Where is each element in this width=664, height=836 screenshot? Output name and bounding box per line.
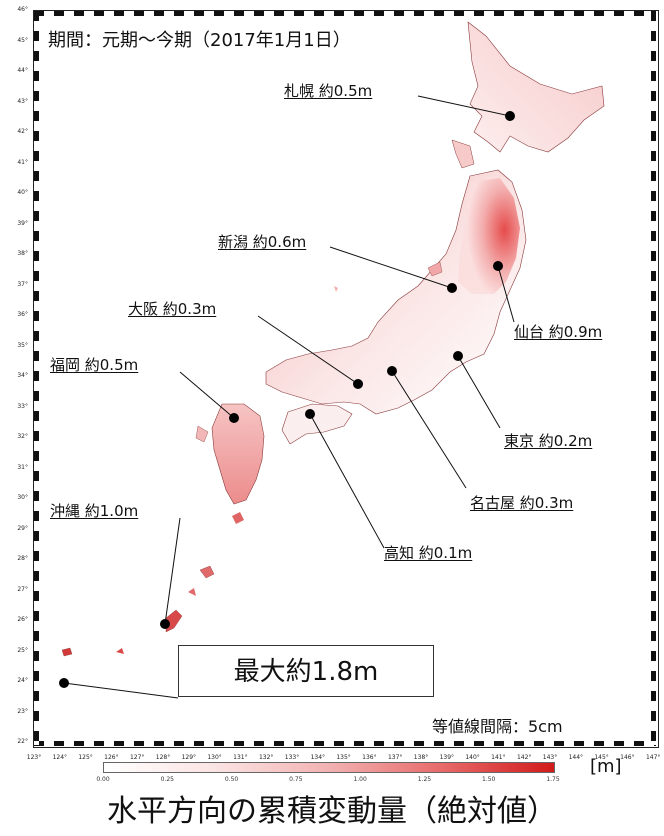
longitude-label: 123°: [26, 754, 42, 761]
label-osaka: 大阪 約0.3m: [128, 300, 217, 318]
sapporo-marker: [505, 111, 515, 121]
unit-label: [m]: [590, 756, 622, 777]
longitude-label: 136°: [362, 754, 377, 761]
label-sendai: 仙台 約0.9m: [514, 323, 603, 341]
latitude-label: 28°: [17, 555, 28, 562]
latitude-label: 45°: [17, 36, 28, 44]
latitude-label: 29°: [17, 524, 28, 532]
max-location-marker: [59, 678, 69, 688]
latitude-label: 37°: [17, 280, 28, 288]
longitude-label: 145°: [594, 754, 609, 761]
period-label: 期間：元期〜今期（2017年1月1日）: [48, 30, 351, 51]
longitude-label: 127°: [129, 754, 145, 761]
bottom-tick-bar: [34, 741, 656, 746]
longitude-label: 140°: [465, 754, 480, 761]
label-kochi: 高知 約0.1m: [384, 544, 473, 562]
max-value-box: 最大約1.8m: [178, 645, 434, 697]
colorbar-tick-label: 1.25: [417, 776, 432, 783]
latitude-label: 40°: [17, 189, 28, 196]
shikoku-landmass: [281, 403, 353, 445]
kyushu-landmass: [211, 403, 265, 505]
longitude-label: 132°: [258, 754, 274, 761]
latitude-label: 26°: [17, 616, 28, 623]
longitude-label: 135°: [336, 754, 351, 761]
longitude-label: 131°: [233, 754, 248, 761]
longitude-label: 128°: [155, 754, 171, 761]
label-nagoya: 名古屋 約0.3m: [470, 494, 574, 512]
longitude-label: 129°: [181, 754, 197, 761]
longitude-label: 142°: [516, 754, 532, 761]
map-caption: 水平方向の累積変動量（絶対値）: [107, 794, 557, 829]
longitude-label: 141°: [491, 754, 506, 761]
longitude-label: 144°: [568, 754, 584, 761]
longitude-label: 147°: [645, 754, 661, 761]
fukuoka-marker: [229, 413, 239, 423]
latitude-label: 46°: [17, 6, 28, 13]
label-fukuoka: 福岡 約0.5m: [50, 356, 139, 374]
hokkaido-landmass: [467, 21, 605, 153]
left-tick-bar: [34, 11, 39, 745]
latitude-label: 30°: [17, 494, 28, 501]
colorbar-tick-label: 1.00: [353, 776, 367, 783]
longitude-label: 133°: [284, 754, 300, 761]
latitude-label: 25°: [17, 646, 28, 654]
leader-lines: [63, 95, 515, 699]
colorbar-tick-label: 0.75: [289, 776, 303, 783]
colorbar-tick-label: 1.50: [482, 776, 496, 783]
latitude-label: 44°: [17, 67, 28, 74]
latitude-label: 33°: [17, 402, 28, 410]
displacement-map: [59, 21, 605, 699]
label-okinawa: 沖縄 約1.0m: [50, 502, 139, 520]
colorbar-tick-label: 0.50: [224, 776, 239, 783]
contour-interval-label: 等値線間隔：5cm: [432, 717, 563, 736]
latitude-label: 36°: [17, 311, 28, 318]
label-tokyo: 東京 約0.2m: [504, 432, 593, 450]
kochi-marker: [305, 409, 315, 419]
latitude-label: 22°: [17, 738, 28, 745]
okinawa-island: [165, 609, 183, 633]
label-sapporo: 札幌 約0.5m: [284, 82, 373, 100]
city-markers: [59, 111, 515, 688]
latitude-label: 23°: [17, 707, 28, 715]
longitude-label: 138°: [413, 754, 429, 761]
latitude-label: 24°: [17, 677, 28, 684]
colorbar-tick-label: 0.00: [96, 776, 110, 783]
latitude-label: 39°: [17, 219, 28, 227]
colorbar: [103, 762, 555, 773]
longitude-label: 134°: [310, 754, 326, 761]
longitude-label: 137°: [387, 754, 403, 761]
longitude-label: 146°: [620, 754, 635, 761]
okinawa-marker: [160, 619, 170, 629]
niigata-marker: [447, 283, 457, 293]
latitude-label: 34°: [17, 372, 28, 379]
longitude-label: 124°: [52, 754, 68, 761]
colorbar-tick-label: 0.25: [160, 776, 174, 783]
latitude-label: 32°: [17, 433, 28, 440]
latitude-label: 43°: [17, 97, 28, 105]
longitude-label: 139°: [439, 754, 455, 761]
osaka-marker: [353, 379, 363, 389]
top-tick-bar: [34, 11, 656, 16]
colorbar-tick-label: 1.75: [546, 776, 560, 783]
label-niigata: 新潟 約0.6m: [218, 233, 307, 251]
latitude-label: 27°: [17, 585, 28, 593]
longitude-label: 143°: [542, 754, 558, 761]
longitude-label: 125°: [78, 754, 93, 761]
tokyo-marker: [453, 351, 463, 361]
right-tick-bar: [651, 11, 656, 745]
latitude-label: 38°: [17, 250, 28, 257]
sendai-marker: [493, 261, 503, 271]
latitude-label: 42°: [17, 128, 28, 135]
nagoya-marker: [387, 366, 397, 376]
longitude-label: 130°: [207, 754, 222, 761]
longitude-label: 126°: [104, 754, 119, 761]
latitude-label: 35°: [17, 341, 28, 349]
latitude-label: 41°: [17, 158, 28, 166]
latitude-label: 31°: [17, 463, 28, 471]
